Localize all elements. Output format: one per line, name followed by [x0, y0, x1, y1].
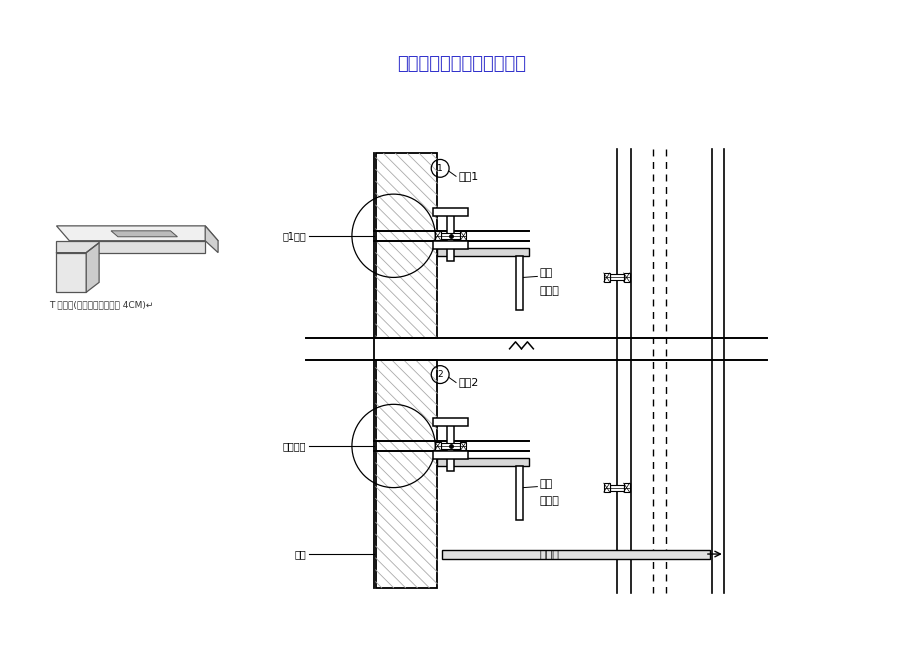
Bar: [440, 443, 460, 449]
Text: 螺栓: 螺栓: [539, 268, 552, 279]
Text: 次龙骨: 次龙骨: [539, 497, 559, 506]
Bar: [375, 154, 437, 338]
Bar: [437, 458, 528, 466]
Text: 2: 2: [437, 370, 443, 379]
Text: 托件2: 托件2: [458, 378, 478, 387]
Text: T 型挂件(长圆孔、调节量达 4CM)↵: T 型挂件(长圆孔、调节量达 4CM)↵: [50, 300, 153, 309]
Bar: [432, 208, 468, 216]
Bar: [435, 231, 440, 240]
Bar: [447, 424, 454, 471]
Bar: [442, 550, 709, 559]
Bar: [460, 231, 466, 240]
Bar: [432, 418, 468, 426]
Text: 板1厂头: 板1厂头: [282, 230, 306, 241]
Text: 石材: 石材: [294, 549, 306, 559]
Text: 1: 1: [437, 164, 443, 173]
Bar: [623, 483, 629, 492]
Bar: [440, 233, 460, 239]
Bar: [603, 483, 609, 492]
Bar: [603, 273, 609, 282]
Bar: [515, 256, 523, 310]
Bar: [437, 247, 528, 256]
Text: 大理石干挂节点图和大样图: 大理石干挂节点图和大样图: [397, 55, 526, 74]
Text: 螺栓: 螺栓: [539, 478, 552, 489]
Polygon shape: [111, 231, 177, 237]
Text: 板十厂头: 板十厂头: [282, 441, 306, 451]
Text: 次龙骨: 次龙骨: [539, 286, 559, 296]
Polygon shape: [56, 253, 86, 292]
Bar: [435, 441, 440, 450]
Text: 主龙骨: 主龙骨: [539, 550, 559, 560]
Polygon shape: [56, 226, 218, 241]
Text: 托件1: 托件1: [458, 171, 478, 181]
Bar: [515, 466, 523, 520]
Polygon shape: [56, 241, 205, 253]
Bar: [375, 360, 437, 588]
Bar: [623, 273, 629, 282]
Bar: [460, 441, 466, 450]
Bar: [609, 484, 623, 491]
Bar: [447, 214, 454, 260]
Polygon shape: [86, 243, 99, 292]
Bar: [609, 275, 623, 281]
Polygon shape: [205, 226, 218, 253]
Bar: [432, 241, 468, 249]
Bar: [432, 451, 468, 459]
